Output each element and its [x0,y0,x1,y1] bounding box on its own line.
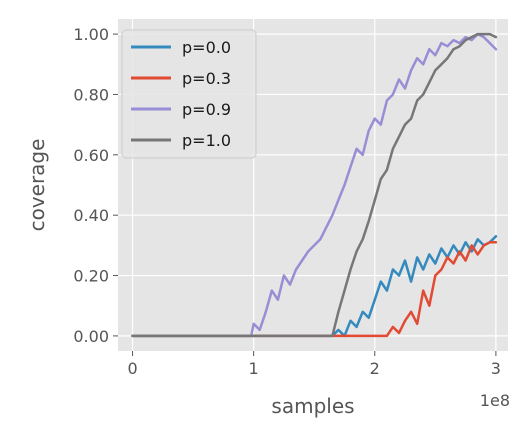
y-axis: 0.00 0.20 0.40 0.60 0.80 1.00 [73,25,118,346]
y-tick-label: 0.00 [73,327,109,346]
x-axis-offset-label: 1e8 [480,391,510,410]
x-tick-label: 2 [370,359,380,378]
series-layer [131,32,498,338]
x-axis-label: samples [271,394,354,418]
x-axis: 0 1 2 3 [127,351,501,378]
series-line-p-0-9 [131,32,498,338]
series-line-p-0-0 [131,235,498,338]
series-line-p-1-0 [131,32,498,338]
y-tick-label: 0.80 [73,85,109,104]
legend-box [121,29,257,159]
y-tick-label: 0.60 [73,146,109,165]
legend-label-p-0-3: p=0.3 [182,69,231,88]
y-tick-label: 0.20 [73,267,109,286]
legend-label-p-1-0: p=1.0 [182,131,231,150]
x-tick-label: 0 [127,359,137,378]
series-line-p-0-3 [131,241,498,338]
x-tick-label: 1 [249,359,259,378]
legend-label-p-0-9: p=0.9 [182,100,231,119]
y-tick-label: 1.00 [73,25,109,44]
y-axis-label: coverage [25,139,49,232]
legend-label-p-0-0: p=0.0 [182,38,231,57]
legend: p=0.0 p=0.3 p=0.9 p=1.0 [121,29,257,159]
x-tick-label: 3 [491,359,501,378]
y-tick-label: 0.40 [73,206,109,225]
